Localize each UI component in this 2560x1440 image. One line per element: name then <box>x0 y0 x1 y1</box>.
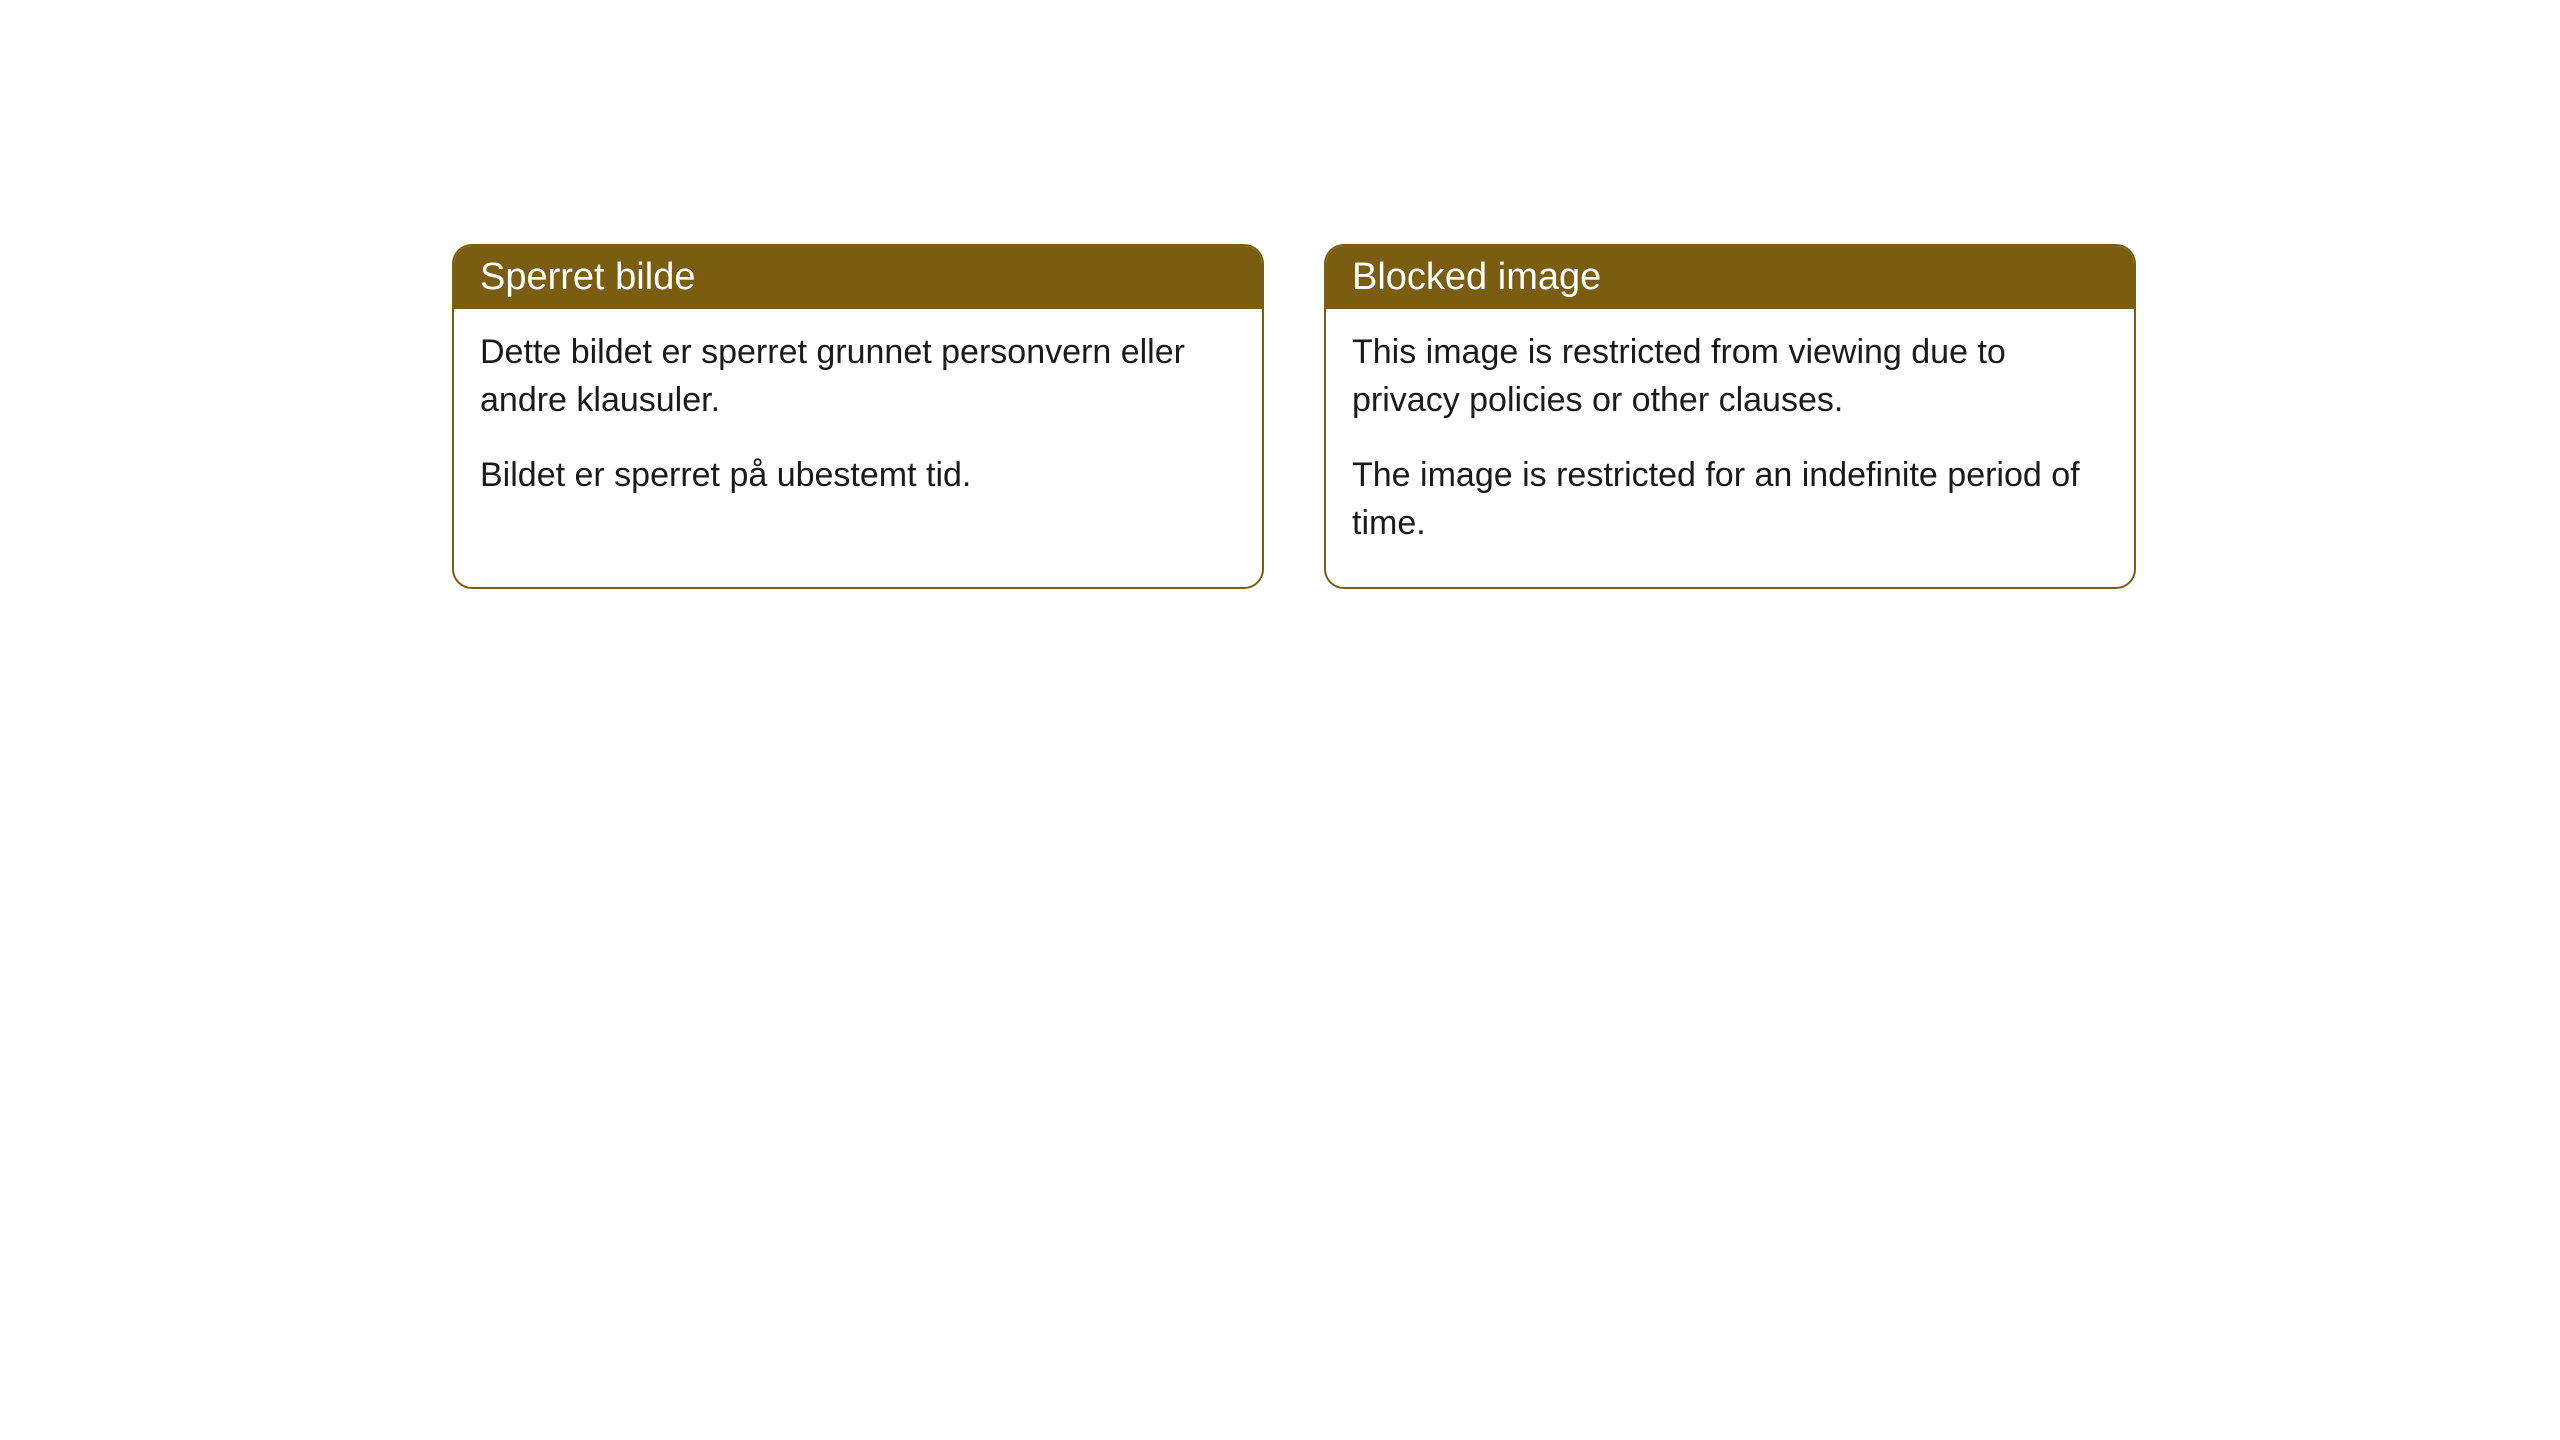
notice-header-english: Blocked image <box>1326 246 2134 309</box>
notice-paragraph: Dette bildet er sperret grunnet personve… <box>480 329 1236 424</box>
notice-paragraph: Bildet er sperret på ubestemt tid. <box>480 452 1236 500</box>
notice-paragraph: This image is restricted from viewing du… <box>1352 329 2108 424</box>
notice-header-norwegian: Sperret bilde <box>454 246 1262 309</box>
notice-card-norwegian: Sperret bilde Dette bildet er sperret gr… <box>452 244 1264 589</box>
notice-body-norwegian: Dette bildet er sperret grunnet personve… <box>454 309 1262 540</box>
notice-body-english: This image is restricted from viewing du… <box>1326 309 2134 587</box>
notice-paragraph: The image is restricted for an indefinit… <box>1352 452 2108 547</box>
notice-container: Sperret bilde Dette bildet er sperret gr… <box>452 244 2136 589</box>
notice-card-english: Blocked image This image is restricted f… <box>1324 244 2136 589</box>
